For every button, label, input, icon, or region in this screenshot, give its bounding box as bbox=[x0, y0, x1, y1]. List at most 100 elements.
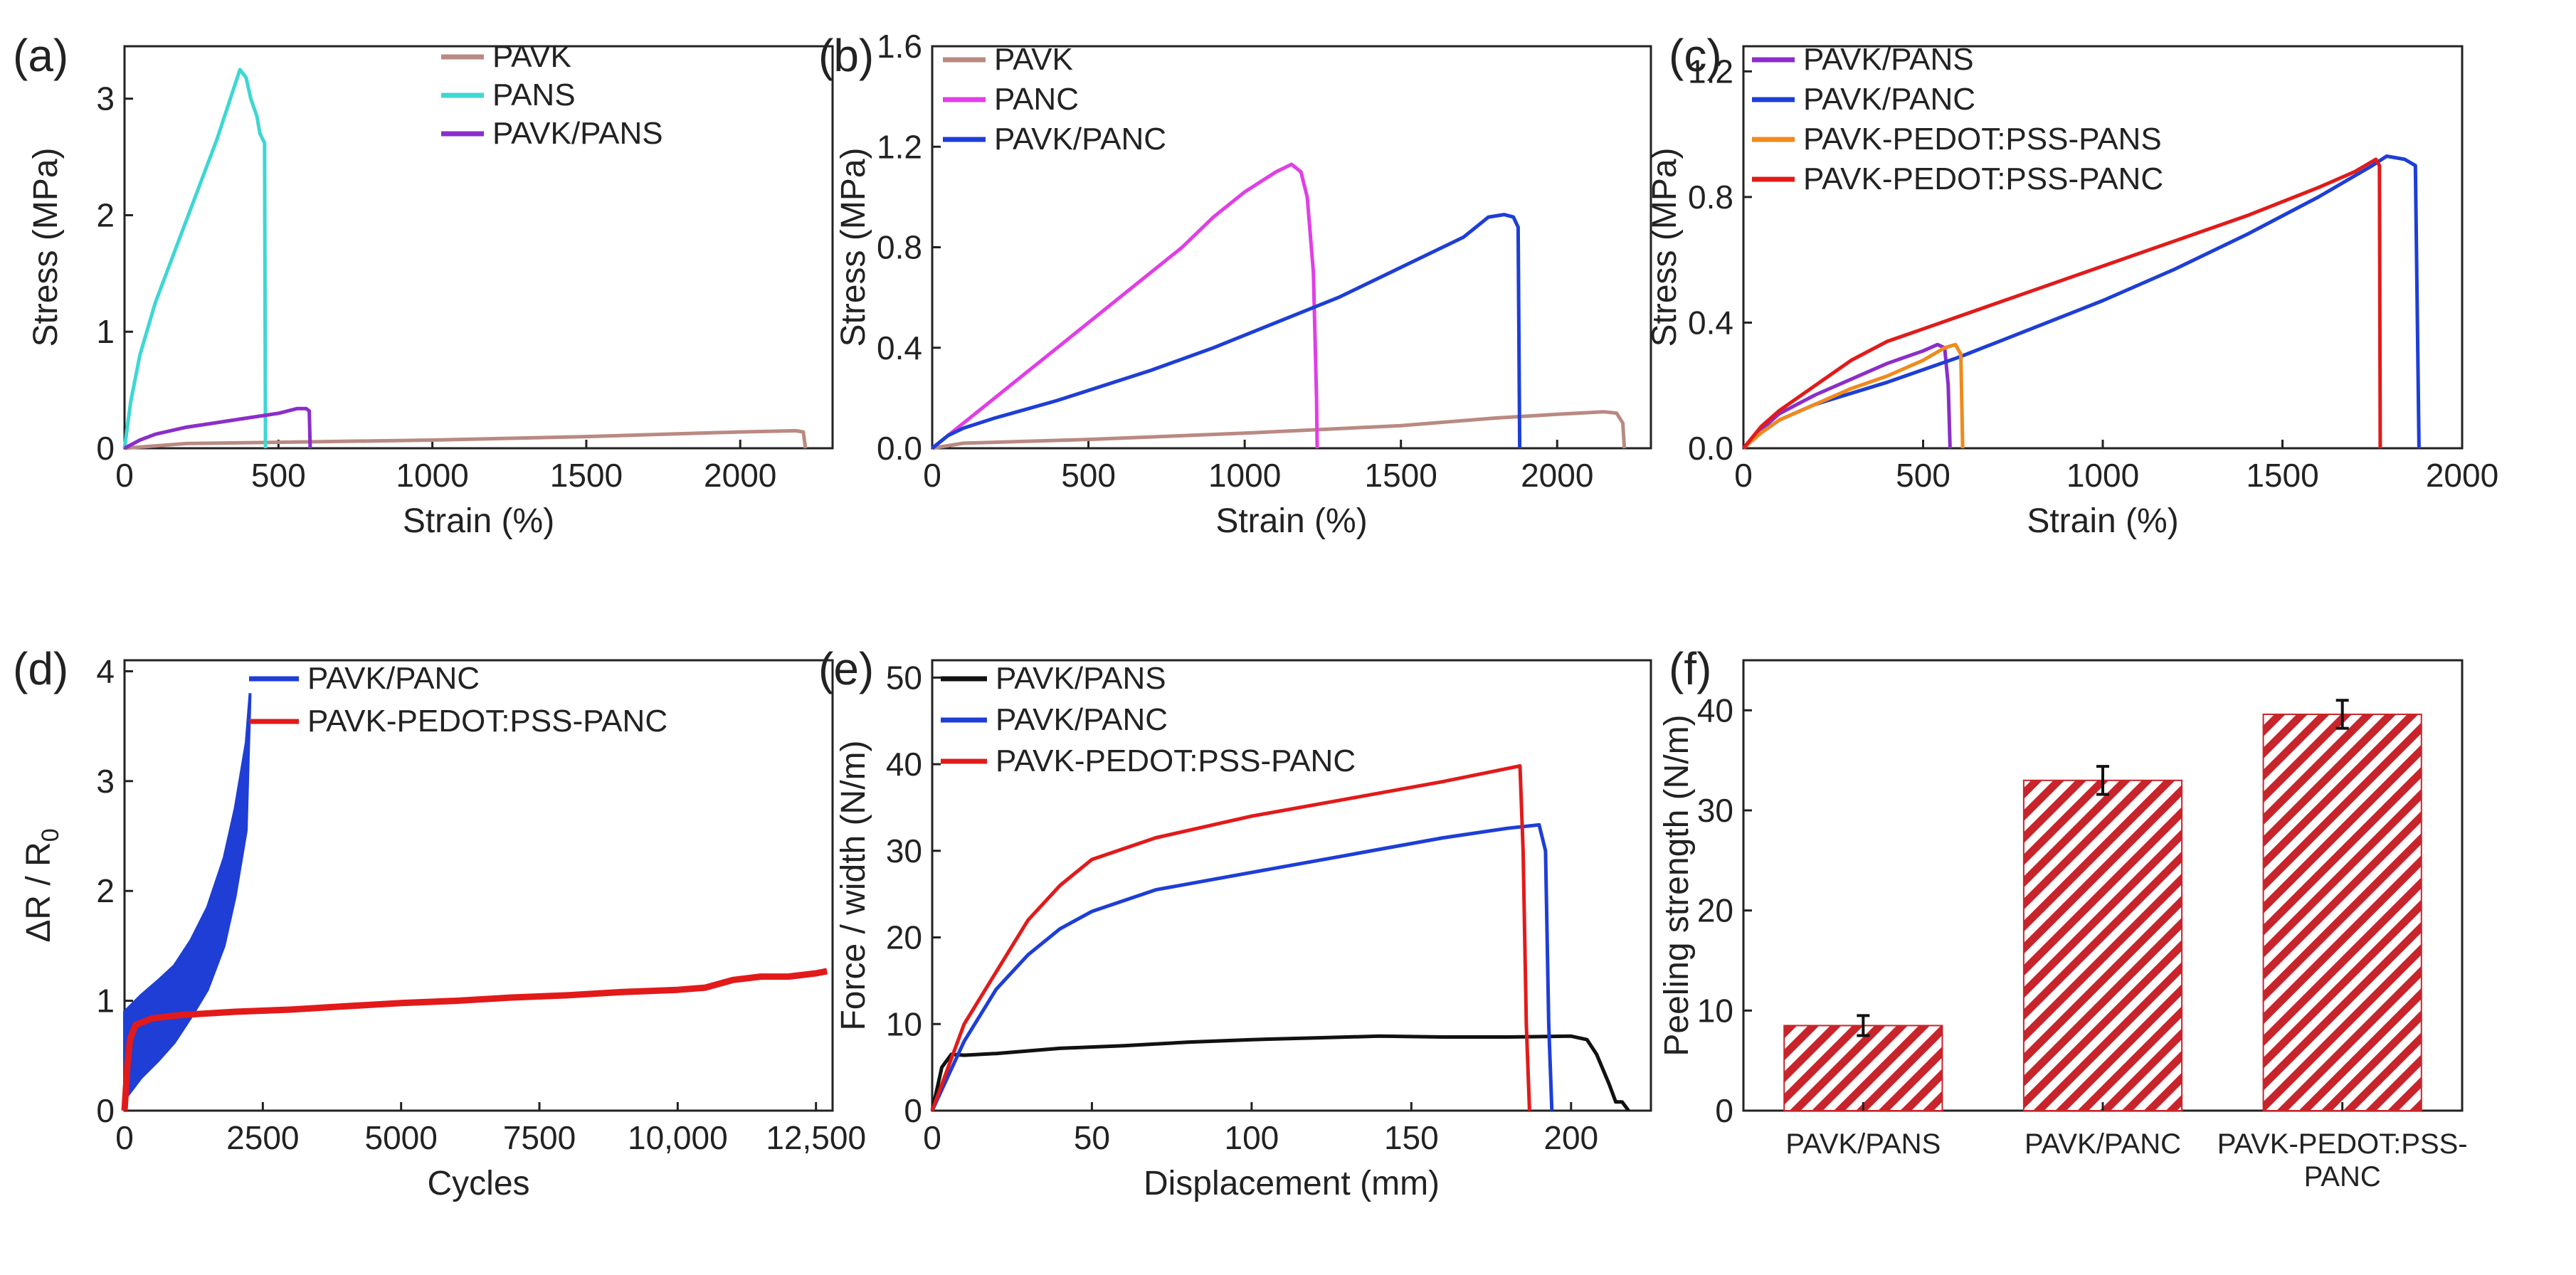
x-tick-label: 7500 bbox=[503, 1119, 576, 1156]
y-tick-label: 4 bbox=[96, 652, 115, 689]
panel-a-frame bbox=[123, 45, 834, 450]
panel-d-chart: 0 1 2 3 4 0 2500 5000 7500 10,000 12,500 Cycles ΔR /… bbox=[20, 652, 866, 1202]
y-tick-label: 3 bbox=[96, 80, 115, 117]
legend-label: PAVK/PANC bbox=[996, 702, 1168, 737]
x-tick-label: 2000 bbox=[2426, 457, 2498, 494]
x-tick-label: 150 bbox=[1384, 1119, 1439, 1156]
y-tick-label: 30 bbox=[1697, 792, 1733, 829]
y-tick-label: 0 bbox=[1715, 1092, 1733, 1129]
x-tick-label: 100 bbox=[1225, 1119, 1279, 1156]
panel-e-frame bbox=[931, 659, 1652, 1112]
y-axis-label-text: Stress (MPa) bbox=[27, 147, 65, 346]
x-tick-label: 500 bbox=[1896, 457, 1951, 494]
series-line-b-2 bbox=[931, 213, 1522, 450]
x-tick-label: 200 bbox=[1543, 1119, 1598, 1156]
y-tick-label: 0.4 bbox=[877, 329, 922, 366]
category-label: PANC bbox=[2304, 1161, 2381, 1192]
x-tick-label: 0 bbox=[1734, 457, 1753, 494]
y-tick-label: 0.8 bbox=[1688, 179, 1733, 216]
legend-label: PAVK bbox=[492, 39, 571, 74]
y-tick-label: 1.2 bbox=[1688, 53, 1733, 90]
bar-0 bbox=[1783, 1025, 1943, 1112]
y-tick-label: 50 bbox=[886, 659, 922, 696]
panel-e-x-axis-label: Displacement (mm) bbox=[1144, 1165, 1440, 1202]
series-line-e-1 bbox=[930, 822, 1554, 1112]
y-axis-label-text: ΔR / R bbox=[20, 842, 58, 942]
panel-d-y-axis-label: ΔR / R0 bbox=[20, 828, 64, 942]
legend-label: PAVK/PANS bbox=[492, 116, 663, 151]
series-line-c-2 bbox=[1742, 342, 1965, 450]
y-axis-label-text: Force / width (N/m) bbox=[835, 740, 872, 1030]
bar-2 bbox=[2262, 713, 2422, 1111]
y-tick-label: 0 bbox=[96, 1092, 115, 1129]
series-line-b-0 bbox=[931, 410, 1627, 450]
x-tick-label: 1000 bbox=[396, 457, 468, 494]
y-tick-label: 30 bbox=[886, 832, 922, 869]
panel-a-x-axis-label: Strain (%) bbox=[403, 502, 554, 540]
legend-label: PAVK-PEDOT:PSS-PANC bbox=[1803, 162, 2163, 196]
legend-label: PANC bbox=[994, 82, 1079, 117]
y-tick-label: 20 bbox=[886, 919, 922, 956]
y-tick-label: 3 bbox=[96, 763, 115, 800]
y-tick-label: 1 bbox=[96, 983, 115, 1020]
panel-f-y-axis-label: Peeling strength (N/m) bbox=[1658, 714, 1696, 1056]
legend-label: PAVK/PANC bbox=[307, 661, 480, 696]
panel-label-b: (b) bbox=[818, 30, 874, 81]
legend-label: PAVK/PANC bbox=[1803, 82, 1975, 117]
panel-d-x-axis-label: Cycles bbox=[427, 1165, 529, 1202]
panel-c-x-axis-label: Strain (%) bbox=[2027, 502, 2178, 540]
panel-label-e: (e) bbox=[818, 643, 874, 694]
series-line-c-3 bbox=[1742, 157, 2382, 450]
x-tick-label: 1500 bbox=[1365, 457, 1437, 494]
x-tick-label: 0 bbox=[115, 457, 134, 494]
series-line-d-1 bbox=[121, 968, 828, 1111]
x-tick-label: 2000 bbox=[704, 457, 776, 494]
panel-c-chart: 0.0 0.4 0.8 1.2 0 500 1000 1500 2000 Strain (%) St… bbox=[1646, 42, 2498, 540]
y-tick-label: 0 bbox=[904, 1092, 922, 1129]
panel-b-x-axis-label: Strain (%) bbox=[1215, 502, 1367, 540]
x-tick-label: 2500 bbox=[226, 1119, 299, 1156]
y-axis-label-text: Stress (MPa) bbox=[1646, 147, 1684, 346]
y-tick-label: 0.0 bbox=[1688, 430, 1733, 467]
series-line-e-0 bbox=[930, 1034, 1630, 1112]
legend-label: PAVK bbox=[994, 42, 1073, 77]
panel-label-d: (d) bbox=[13, 643, 68, 694]
panel-label-a: (a) bbox=[13, 30, 68, 81]
series-line-a-2 bbox=[123, 406, 312, 450]
y-tick-label: 20 bbox=[1697, 892, 1733, 929]
panel-label-c: (c) bbox=[1669, 30, 1722, 81]
y-tick-label: 0.8 bbox=[877, 229, 922, 266]
series-line-b-1 bbox=[931, 162, 1319, 450]
panel-label-f: (f) bbox=[1669, 643, 1711, 694]
panel-d-frame bbox=[123, 659, 834, 1112]
legend-label: PAVK-PEDOT:PSS-PANC bbox=[996, 744, 1356, 778]
category-label: PAVK/PANS bbox=[1785, 1128, 1941, 1160]
legend-label: PAVK-PEDOT:PSS-PANC bbox=[307, 704, 667, 739]
y-tick-label: 0.4 bbox=[1688, 304, 1733, 341]
y-axis-label-subscript: 0 bbox=[37, 828, 64, 842]
panel-a-y-axis-label: Stress (MPa) bbox=[27, 147, 65, 346]
y-tick-label: 1 bbox=[96, 313, 115, 350]
y-tick-label: 40 bbox=[1697, 692, 1733, 729]
series-line-a-1 bbox=[122, 68, 268, 449]
x-tick-label: 1500 bbox=[2246, 457, 2318, 494]
y-tick-label: 40 bbox=[886, 746, 922, 783]
x-tick-label: 0 bbox=[923, 1119, 941, 1156]
series-line-a-0 bbox=[124, 428, 808, 450]
category-label: PAVK-PEDOT:PSS- bbox=[2217, 1128, 2468, 1160]
x-tick-label: 2000 bbox=[1521, 457, 1593, 494]
series-line-e-2 bbox=[930, 764, 1531, 1111]
panel-b-y-axis-label: Stress (MPa) bbox=[835, 147, 872, 346]
y-tick-label: 2 bbox=[96, 872, 115, 909]
x-tick-label: 1500 bbox=[550, 457, 623, 494]
y-tick-label: 10 bbox=[886, 1005, 922, 1042]
legend-label: PAVK/PANS bbox=[1803, 42, 1974, 77]
x-tick-label: 0 bbox=[115, 1119, 134, 1156]
y-tick-label: 10 bbox=[1697, 992, 1733, 1029]
category-label: PAVK/PANC bbox=[2025, 1128, 2181, 1160]
x-tick-label: 10,000 bbox=[628, 1119, 728, 1156]
x-tick-label: 5000 bbox=[365, 1119, 438, 1156]
panel-e-chart: 0 10 20 30 40 50 0 50 100 150 200 Displacement (mm)… bbox=[835, 659, 1652, 1202]
